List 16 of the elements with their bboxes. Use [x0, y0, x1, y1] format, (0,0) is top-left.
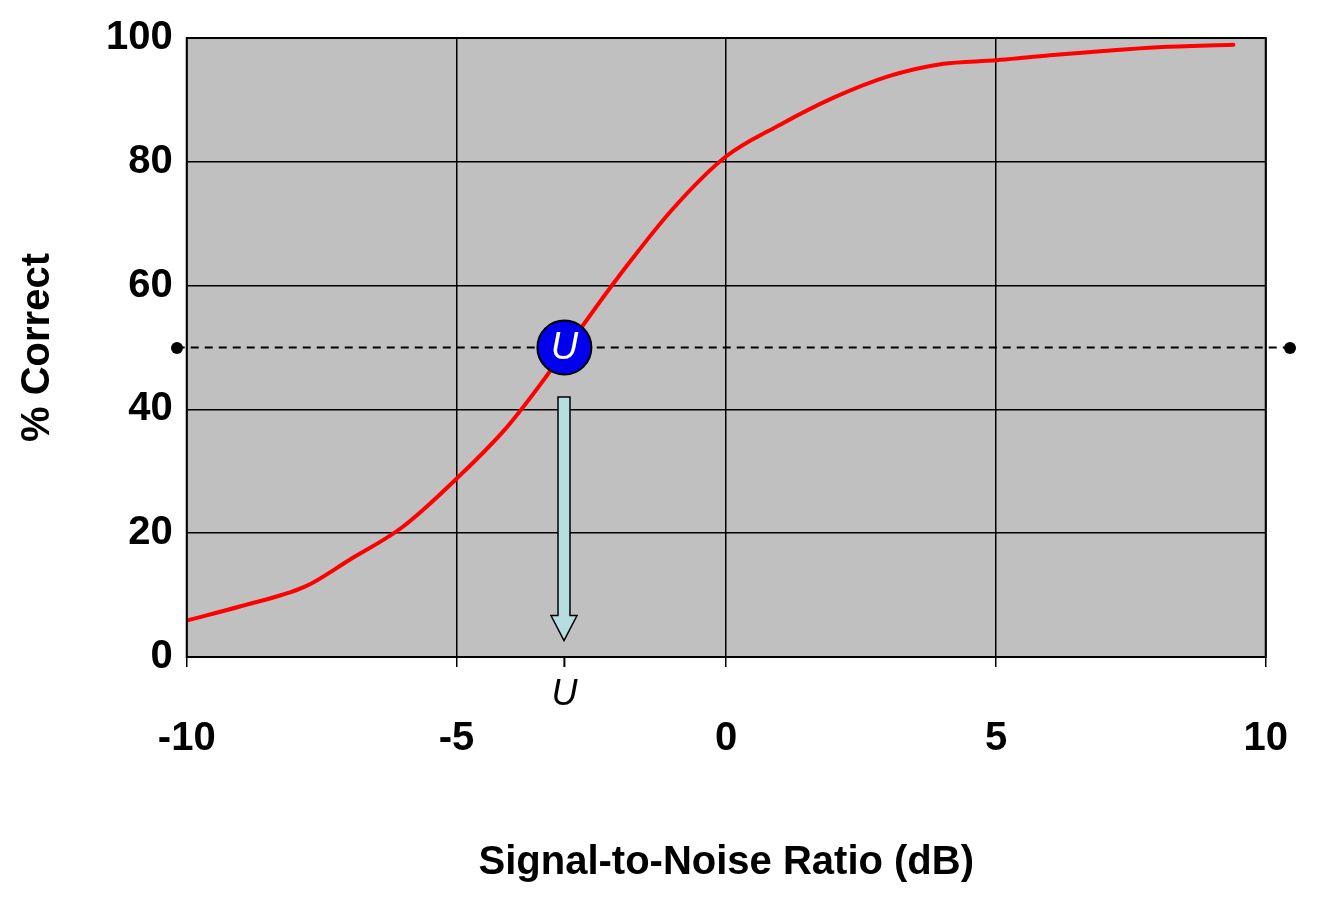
- x-tick-label: 10: [1243, 714, 1288, 759]
- y-axis-title: % Correct: [13, 253, 58, 442]
- y-tick-label: 0: [150, 632, 173, 677]
- y-tick-label: 100: [105, 13, 173, 58]
- x-tick-label: 0: [715, 714, 738, 759]
- line-series: [186, 42, 1236, 623]
- y-tick-label: 40: [128, 384, 173, 429]
- x-tick-label: -5: [438, 714, 475, 759]
- annotation: U: [550, 325, 579, 368]
- y-tick-label: 20: [128, 508, 173, 553]
- text: U: [551, 672, 579, 714]
- x-tick-label: 5: [984, 714, 1008, 759]
- x-tick-label: -10: [157, 714, 216, 759]
- y-tick-label: 80: [128, 136, 173, 181]
- x-axis-title: Signal-to-Noise Ratio (dB): [478, 838, 975, 883]
- y-tick-label: 60: [128, 260, 173, 305]
